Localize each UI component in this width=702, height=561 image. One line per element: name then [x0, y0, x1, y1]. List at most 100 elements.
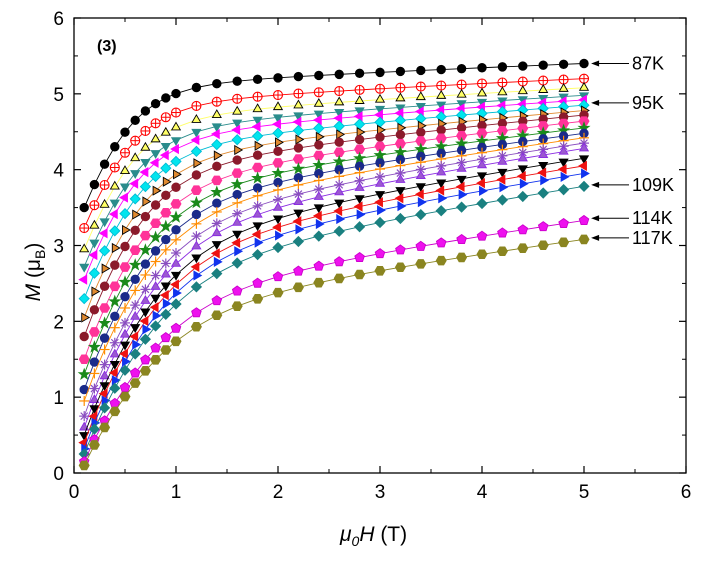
data-point	[142, 324, 152, 335]
data-point	[129, 193, 141, 205]
data-point	[150, 270, 161, 281]
data-point	[313, 230, 325, 242]
data-point	[291, 162, 305, 175]
data-point	[332, 154, 346, 168]
series-line	[83, 220, 585, 462]
arrow-head	[591, 99, 600, 106]
data-point	[273, 146, 283, 156]
data-point	[293, 88, 304, 99]
data-point	[139, 167, 149, 178]
data-point	[190, 185, 202, 195]
series-17	[81, 168, 590, 454]
data-point	[293, 209, 304, 219]
data-point	[150, 246, 161, 256]
data-point	[354, 175, 365, 186]
data-point	[119, 262, 131, 272]
y-tick-label: 3	[53, 237, 64, 258]
data-point	[231, 301, 243, 311]
data-point	[537, 221, 549, 232]
data-point	[517, 123, 529, 134]
data-point	[210, 185, 224, 198]
data-point	[252, 116, 263, 126]
data-point	[129, 367, 141, 378]
y-axis-title: M (μB)	[22, 243, 48, 302]
data-point	[213, 150, 223, 161]
arrow-head	[591, 234, 600, 241]
data-point	[120, 127, 130, 137]
series-8	[79, 110, 589, 342]
data-point	[476, 230, 488, 241]
series-7	[81, 105, 590, 323]
data-point	[99, 422, 111, 433]
data-point	[373, 148, 387, 161]
data-point	[354, 68, 365, 79]
data-point	[578, 142, 590, 152]
data-point	[537, 240, 549, 251]
data-point	[161, 93, 171, 103]
data-point	[477, 63, 487, 73]
series-19	[78, 214, 590, 467]
data-point	[79, 331, 89, 342]
data-point	[354, 269, 366, 280]
data-point	[111, 375, 121, 386]
data-point	[232, 155, 242, 165]
data-point	[99, 198, 110, 208]
data-point	[578, 81, 590, 91]
data-point	[99, 370, 110, 380]
series-16	[78, 160, 587, 448]
data-point	[98, 228, 108, 239]
data-point	[99, 359, 110, 370]
data-point	[173, 287, 182, 299]
data-point	[497, 62, 508, 72]
data-point	[109, 406, 121, 417]
data-point	[374, 266, 386, 276]
data-point	[88, 411, 98, 422]
data-point	[538, 75, 549, 86]
data-point	[130, 274, 140, 284]
data-point	[140, 308, 151, 318]
data-point	[130, 324, 141, 334]
data-point	[161, 190, 171, 201]
data-point	[231, 124, 241, 135]
data-point	[578, 73, 590, 84]
data-point	[150, 133, 161, 143]
data-point	[435, 255, 447, 266]
data-point	[579, 58, 589, 69]
data-point	[414, 142, 428, 155]
data-point	[456, 233, 467, 244]
data-point	[496, 125, 508, 136]
data-point	[333, 225, 345, 237]
data-point	[313, 277, 325, 288]
data-point	[170, 279, 179, 290]
data-point	[456, 157, 467, 168]
data-point	[272, 287, 284, 298]
data-point	[313, 191, 324, 200]
data-point	[160, 282, 171, 292]
data-point	[251, 130, 264, 142]
data-point	[79, 263, 90, 273]
data-point	[150, 256, 161, 267]
data-point	[497, 150, 508, 161]
data-point	[89, 394, 100, 403]
data-point	[435, 111, 447, 123]
data-point	[211, 123, 222, 133]
data-point	[497, 168, 508, 178]
data-point	[377, 124, 386, 136]
data-point	[271, 166, 285, 179]
y-tick-label: 6	[53, 9, 64, 30]
data-point	[210, 248, 220, 259]
data-point	[89, 305, 100, 315]
y-tick-label: 5	[53, 85, 64, 106]
data-point	[315, 131, 325, 142]
series-3	[79, 81, 590, 253]
data-point	[395, 82, 406, 93]
data-point	[333, 113, 343, 124]
x-axis-main: H	[359, 523, 375, 546]
data-point	[518, 61, 528, 71]
data-point	[170, 271, 182, 281]
y-axis-unit-close: )	[22, 243, 45, 250]
data-point	[455, 181, 465, 192]
data-point	[110, 311, 120, 322]
data-point	[435, 237, 447, 248]
